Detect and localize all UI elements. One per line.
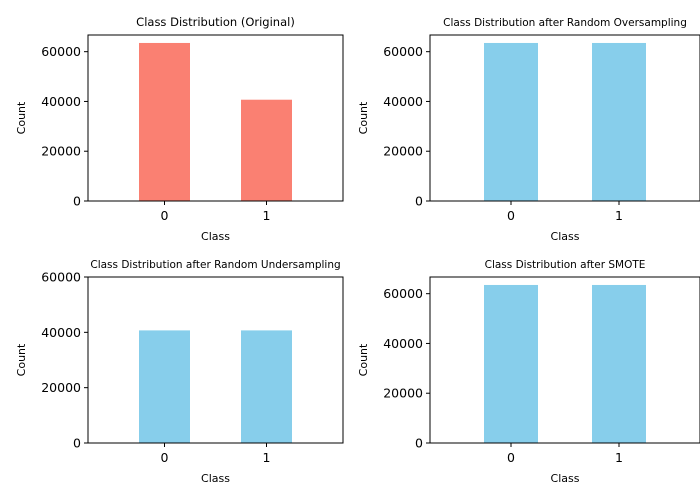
- y-tick-label: 0: [415, 194, 423, 209]
- bar-class-1: [592, 42, 646, 201]
- y-axis-label: Count: [357, 343, 370, 376]
- y-axis-label: Count: [357, 101, 370, 134]
- bar-class-0: [139, 330, 190, 443]
- y-tick-label: 20000: [383, 144, 423, 159]
- x-tick-label: 0: [507, 208, 515, 223]
- x-axis-label: Class: [551, 472, 580, 485]
- bar-class-1: [241, 99, 292, 201]
- chart-panel-3: 0 20000 40000 60000 0 1 Class Distribution aft…: [15, 259, 344, 485]
- chart-panel-4: 0 20000 40000 60000 0 1 Class Distribution aft…: [357, 259, 700, 485]
- x-axis-label: Class: [201, 230, 230, 243]
- chart-title: Class Distribution after Random Oversamp…: [443, 17, 687, 29]
- axes-frame: [87, 276, 344, 444]
- x-axis-label: Class: [201, 472, 230, 485]
- bar-class-1: [241, 330, 292, 443]
- y-tick-label: 40000: [41, 325, 81, 340]
- axes-frame: [429, 34, 700, 202]
- chart-title: Class Distribution after SMOTE: [485, 259, 646, 271]
- y-tick-label: 60000: [383, 44, 423, 59]
- axes-frame: [429, 276, 700, 444]
- axes-frame: [87, 34, 344, 202]
- x-tick-label: 0: [161, 208, 169, 223]
- y-tick-label: 20000: [41, 380, 81, 395]
- chart-title: Class Distribution after Random Undersam…: [90, 259, 340, 271]
- y-tick-label: 0: [73, 436, 81, 451]
- chart-panel-2: 0 20000 40000 60000 0 1 Class Distribution aft…: [357, 17, 700, 243]
- bar-class-1: [592, 284, 646, 443]
- y-tick-label: 60000: [41, 44, 81, 59]
- y-axis-label: Count: [15, 101, 28, 134]
- x-tick-label: 1: [615, 208, 623, 223]
- x-tick-label: 0: [161, 450, 169, 465]
- chart-title: Class Distribution (Original): [136, 15, 295, 29]
- y-tick-label: 40000: [41, 94, 81, 109]
- x-tick-label: 1: [263, 208, 271, 223]
- y-tick-label: 40000: [383, 336, 423, 351]
- bar-class-0: [484, 42, 538, 201]
- y-tick-label: 20000: [383, 386, 423, 401]
- y-tick-label: 0: [415, 436, 423, 451]
- x-axis-label: Class: [551, 230, 580, 243]
- y-tick-label: 60000: [383, 286, 423, 301]
- x-tick-label: 0: [507, 450, 515, 465]
- y-tick-label: 40000: [383, 94, 423, 109]
- chart-panel-1: 0 20000 40000 60000 0 1 Class Distribution (Or…: [15, 15, 344, 243]
- bar-class-0: [139, 42, 190, 201]
- bar-class-0: [484, 284, 538, 443]
- y-tick-label: 60000: [41, 270, 81, 285]
- y-tick-label: 20000: [41, 144, 81, 159]
- y-tick-label: 0: [73, 194, 81, 209]
- x-tick-label: 1: [263, 450, 271, 465]
- y-axis-label: Count: [15, 343, 28, 376]
- x-tick-label: 1: [615, 450, 623, 465]
